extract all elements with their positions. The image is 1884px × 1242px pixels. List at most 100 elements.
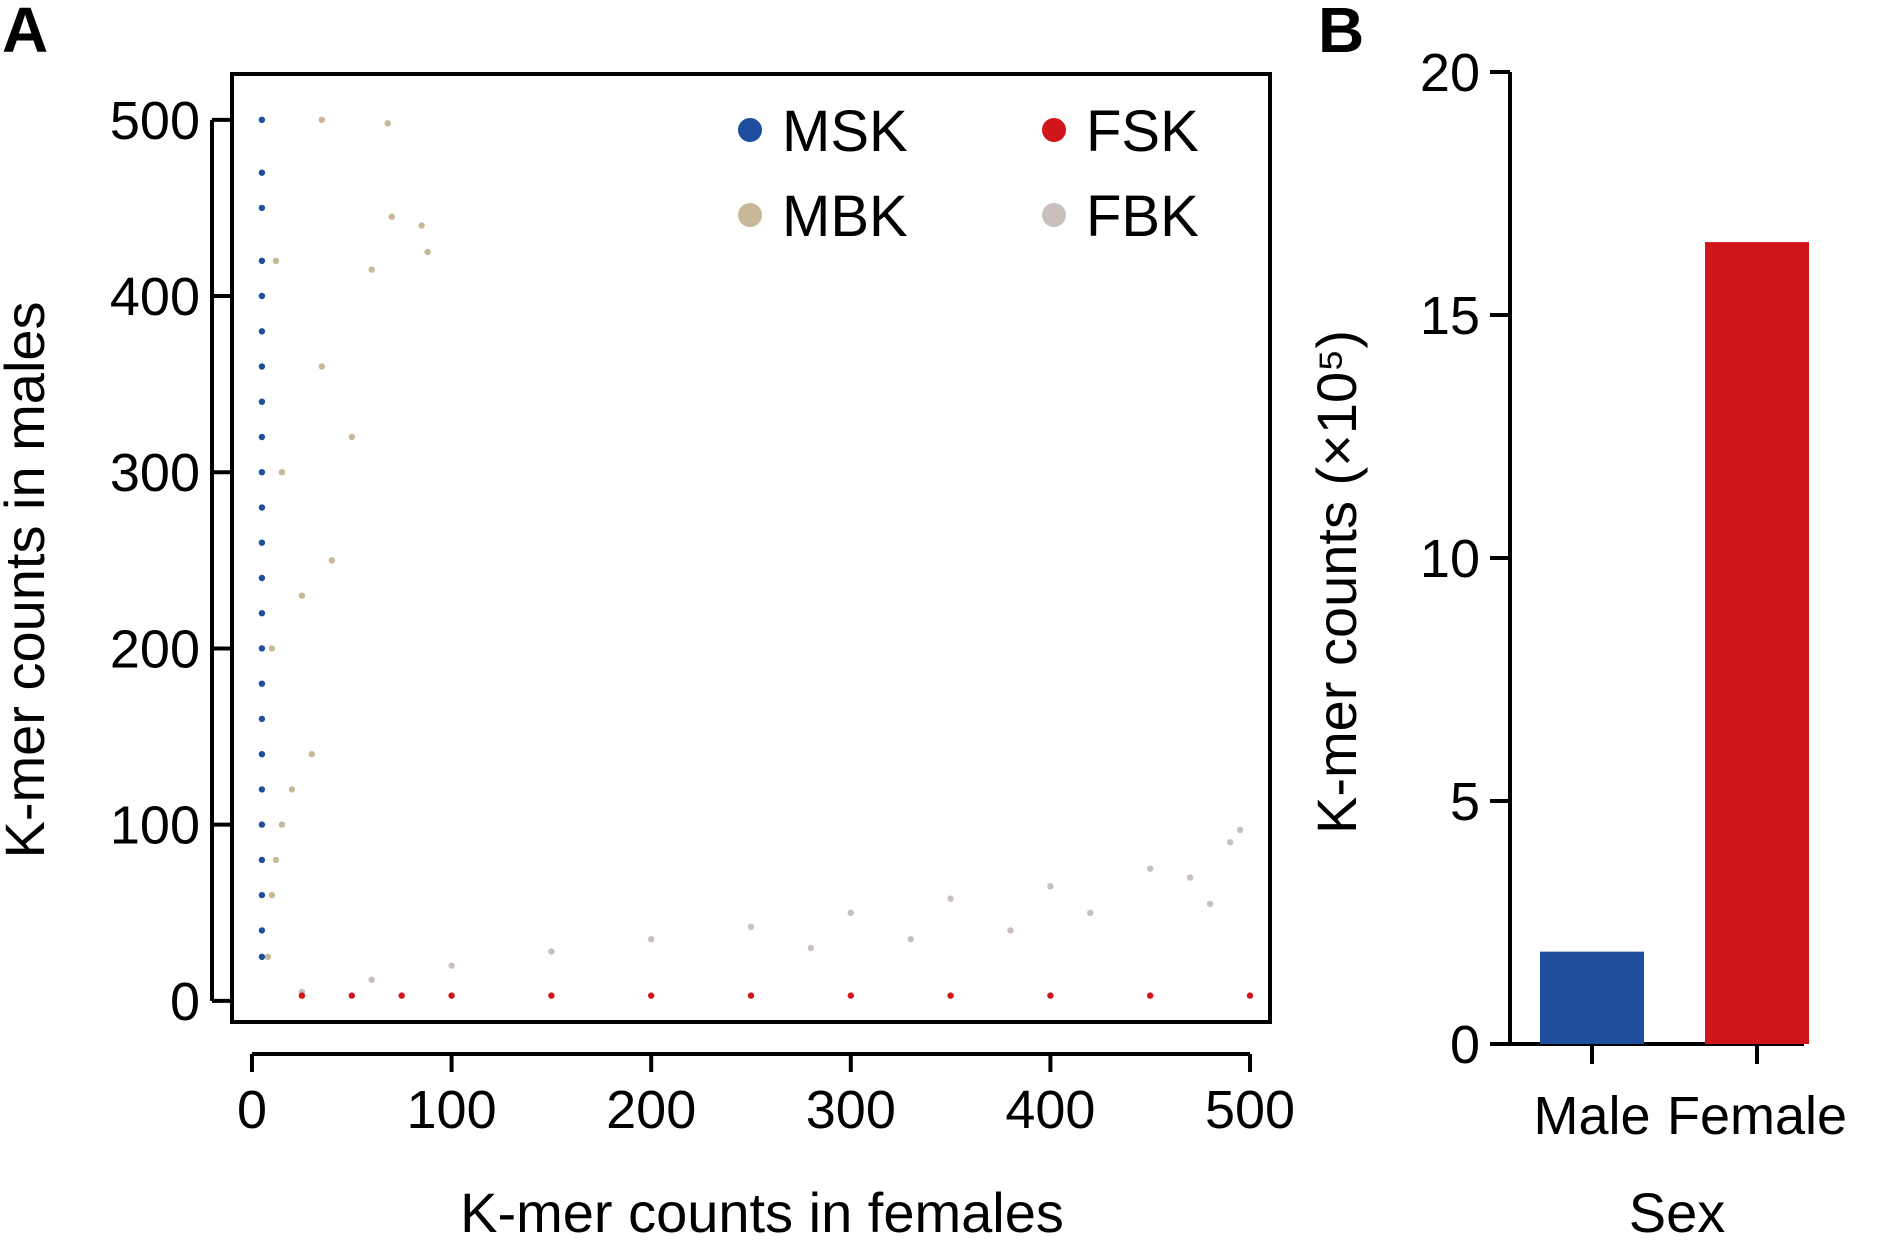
scatter-point-mbk <box>278 469 286 476</box>
scatter-point-msk <box>258 398 266 405</box>
scatter-point-mbk <box>328 557 335 564</box>
bar-y-tick-label: 10 <box>1420 529 1480 589</box>
scatter-point-msk <box>258 821 266 828</box>
scatter-x-tick-label: 300 <box>806 1080 896 1140</box>
scatter-point-msk <box>258 504 266 511</box>
scatter-x-axis-title: K-mer counts in females <box>460 1181 1064 1242</box>
scatter-point-msk <box>258 574 266 582</box>
scatter-point-mbk <box>288 786 296 793</box>
scatter-y-axis-title: K-mer counts in males <box>0 301 56 858</box>
scatter-point-msk <box>258 891 266 899</box>
scatter-x-tick-label: 400 <box>1005 1080 1095 1140</box>
scatter-points <box>258 116 1254 999</box>
scatter-point-mbk <box>348 433 355 441</box>
scatter-point-fbk <box>747 923 755 930</box>
scatter-point-fsk <box>847 992 854 999</box>
scatter-point-fbk <box>1236 826 1244 834</box>
scatter-point-fbk <box>807 944 815 952</box>
scatter-point-msk <box>258 751 266 758</box>
scatter-point-msk <box>258 169 266 176</box>
panel-b-label: B <box>1318 0 1364 66</box>
scatter-point-fsk <box>947 992 954 999</box>
scatter-x-tick-label: 500 <box>1205 1080 1295 1140</box>
scatter-point-mbk <box>368 266 375 273</box>
legend-label-fbk: FBK <box>1086 184 1199 249</box>
scatter-point-fbk <box>648 936 655 943</box>
scatter-point-mbk <box>272 856 280 864</box>
scatter-point-mbk <box>278 821 286 828</box>
scatter-point-fbk <box>1047 883 1054 890</box>
bar-y-axis-title: K-mer counts (×10⁵) <box>1305 330 1368 834</box>
scatter-point-fbk <box>1226 839 1234 846</box>
scatter-point-fbk <box>1087 909 1094 916</box>
scatter-point-mbk <box>318 363 325 370</box>
scatter-point-msk <box>258 610 266 617</box>
scatter-point-fbk <box>1147 865 1154 872</box>
scatter-point-fbk <box>1206 900 1214 908</box>
bar-x-tick-label: Female <box>1667 1086 1847 1146</box>
scatter-point-msk <box>258 715 266 723</box>
bar-y-tick-label: 0 <box>1450 1015 1480 1075</box>
scatter-point-fbk <box>548 948 555 955</box>
scatter-point-fsk <box>298 992 306 999</box>
scatter-point-fsk <box>348 992 355 999</box>
bar-x-axis-title: Sex <box>1629 1181 1726 1242</box>
legend-marker-fsk <box>1042 118 1066 142</box>
scatter-point-msk <box>258 257 266 264</box>
scatter-point-msk <box>258 204 266 212</box>
legend-marker-fbk <box>1042 203 1066 227</box>
scatter-point-msk <box>258 328 266 335</box>
scatter-point-msk <box>258 786 266 793</box>
scatter-point-mbk <box>424 248 431 256</box>
scatter-point-msk <box>258 953 266 960</box>
scatter-point-msk <box>258 927 266 934</box>
scatter-y-tick-label: 400 <box>110 267 200 327</box>
legend-marker-mbk <box>738 203 762 227</box>
bar-male <box>1540 951 1644 1044</box>
bar-y-axis: 0 5 10 15 20 <box>1420 43 1512 1075</box>
scatter-point-mbk <box>318 116 325 124</box>
scatter-y-tick-label: 500 <box>110 91 200 151</box>
scatter-point-mbk <box>298 592 306 599</box>
legend-label-mbk: MBK <box>782 184 908 249</box>
scatter-point-msk <box>258 433 266 441</box>
bar-x-axis: Male Female <box>1510 1042 1847 1146</box>
bar-y-tick-label: 15 <box>1420 286 1480 346</box>
scatter-point-fbk <box>1187 874 1194 881</box>
scatter-point-fsk <box>1047 992 1054 999</box>
scatter-legend: MSK FSK MBK FBK <box>738 99 1199 249</box>
legend-label-fsk: FSK <box>1086 99 1199 164</box>
bar-x-tick-label: Male <box>1533 1086 1650 1146</box>
scatter-point-fsk <box>398 992 405 999</box>
scatter-point-msk <box>258 539 266 546</box>
scatter-point-fsk <box>648 992 655 999</box>
scatter-y-tick-label: 100 <box>110 796 200 856</box>
scatter-y-tick-label: 300 <box>110 443 200 503</box>
scatter-point-fsk <box>1147 992 1154 999</box>
scatter-x-tick-label: 200 <box>606 1080 696 1140</box>
scatter-point-fsk <box>548 992 555 999</box>
scatter-point-fbk <box>1007 927 1014 934</box>
scatter-point-msk <box>258 645 266 652</box>
legend-label-msk: MSK <box>782 99 908 164</box>
scatter-point-msk <box>258 469 266 476</box>
scatter-point-mbk <box>418 222 425 229</box>
scatter-point-fsk <box>747 992 755 999</box>
scatter-point-fbk <box>947 895 954 902</box>
scatter-point-mbk <box>268 645 276 652</box>
panel-a-label: A <box>2 0 48 66</box>
legend-marker-msk <box>738 118 762 142</box>
scatter-point-msk <box>258 363 266 370</box>
scatter-point-fbk <box>368 976 375 983</box>
scatter-point-msk <box>258 680 266 687</box>
scatter-plot-frame <box>230 72 1272 1024</box>
scatter-x-tick-label: 0 <box>237 1080 267 1140</box>
bar-bars <box>1540 242 1809 1045</box>
scatter-point-mbk <box>268 891 276 899</box>
scatter-point-mbk <box>384 120 391 127</box>
scatter-y-axis: 0 100 200 300 400 500 <box>110 91 232 1032</box>
scatter-x-tick-label: 100 <box>407 1080 497 1140</box>
scatter-y-tick-label: 200 <box>110 619 200 679</box>
scatter-point-fbk <box>907 936 914 943</box>
